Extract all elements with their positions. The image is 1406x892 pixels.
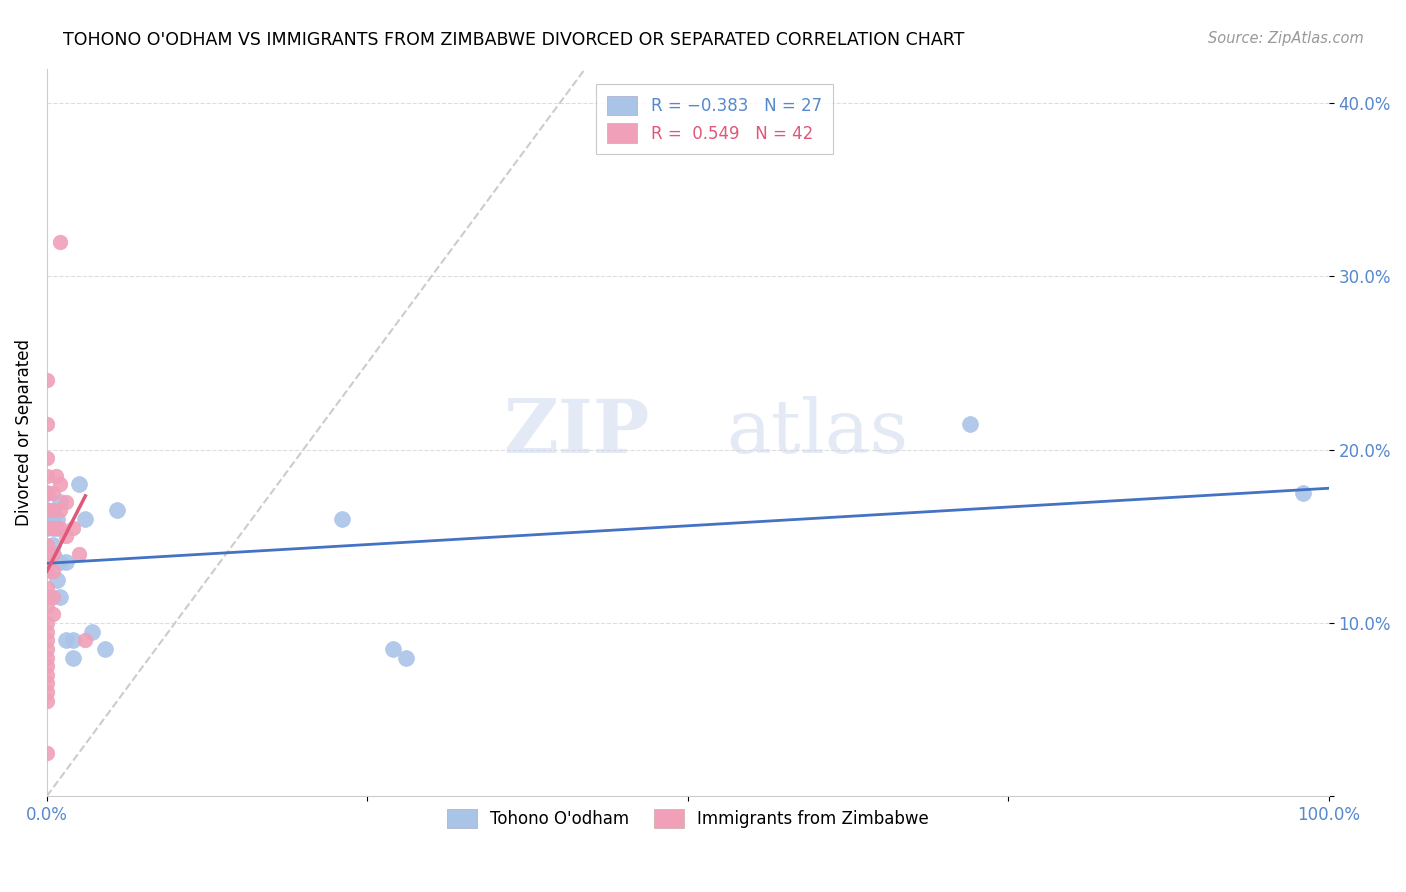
Point <box>48 477 70 491</box>
Point <box>42 547 65 561</box>
Point <box>35 624 58 639</box>
Point <box>55 633 77 648</box>
Point <box>35 633 58 648</box>
Point <box>35 373 58 387</box>
Point <box>35 555 58 569</box>
Point <box>35 599 58 613</box>
Point <box>35 694 58 708</box>
Point <box>55 529 77 543</box>
Point <box>35 641 58 656</box>
Point <box>35 520 58 534</box>
Point <box>42 503 65 517</box>
Point <box>46 520 69 534</box>
Point <box>35 685 58 699</box>
Point <box>395 650 418 665</box>
Point <box>75 512 97 526</box>
Point <box>42 520 65 534</box>
Y-axis label: Divorced or Separated: Divorced or Separated <box>15 339 32 525</box>
Point <box>55 494 77 508</box>
Point <box>382 641 405 656</box>
Point <box>42 564 65 578</box>
Point <box>35 486 58 500</box>
Point <box>45 520 67 534</box>
Point <box>105 503 128 517</box>
Point <box>35 650 58 665</box>
Point <box>67 477 90 491</box>
Point <box>80 624 103 639</box>
Point <box>42 512 65 526</box>
Point <box>42 486 65 500</box>
Point <box>42 547 65 561</box>
Point <box>45 468 67 483</box>
Point <box>35 417 58 431</box>
Point <box>35 538 58 552</box>
Point <box>46 573 69 587</box>
Point <box>42 538 65 552</box>
Point <box>35 581 58 595</box>
Point <box>35 503 58 517</box>
Point <box>35 468 58 483</box>
Point <box>35 615 58 630</box>
Point <box>48 555 70 569</box>
Point <box>35 590 58 604</box>
Point <box>35 668 58 682</box>
Text: ZIP: ZIP <box>503 396 650 469</box>
Point <box>48 520 70 534</box>
Point <box>42 520 65 534</box>
Point <box>35 520 58 534</box>
Text: TOHONO O'ODHAM VS IMMIGRANTS FROM ZIMBABWE DIVORCED OR SEPARATED CORRELATION CHA: TOHONO O'ODHAM VS IMMIGRANTS FROM ZIMBAB… <box>63 31 965 49</box>
Point <box>48 235 70 249</box>
Point <box>48 590 70 604</box>
Point <box>48 494 70 508</box>
Point <box>35 486 58 500</box>
Point <box>959 417 981 431</box>
Point <box>42 590 65 604</box>
Point <box>35 451 58 466</box>
Point <box>330 512 353 526</box>
Point <box>75 633 97 648</box>
Point <box>35 564 58 578</box>
Point <box>62 633 84 648</box>
Point <box>93 641 115 656</box>
Legend: Tohono O'odham, Immigrants from Zimbabwe: Tohono O'odham, Immigrants from Zimbabwe <box>440 803 936 835</box>
Point <box>35 676 58 690</box>
Point <box>62 520 84 534</box>
Point <box>42 607 65 622</box>
Point <box>62 650 84 665</box>
Text: atlas: atlas <box>727 396 908 469</box>
Point <box>67 547 90 561</box>
Point <box>35 746 58 760</box>
Point <box>55 555 77 569</box>
Point <box>35 659 58 673</box>
Text: Source: ZipAtlas.com: Source: ZipAtlas.com <box>1208 31 1364 46</box>
Point <box>1292 486 1315 500</box>
Point <box>48 503 70 517</box>
Point <box>35 503 58 517</box>
Point <box>46 512 69 526</box>
